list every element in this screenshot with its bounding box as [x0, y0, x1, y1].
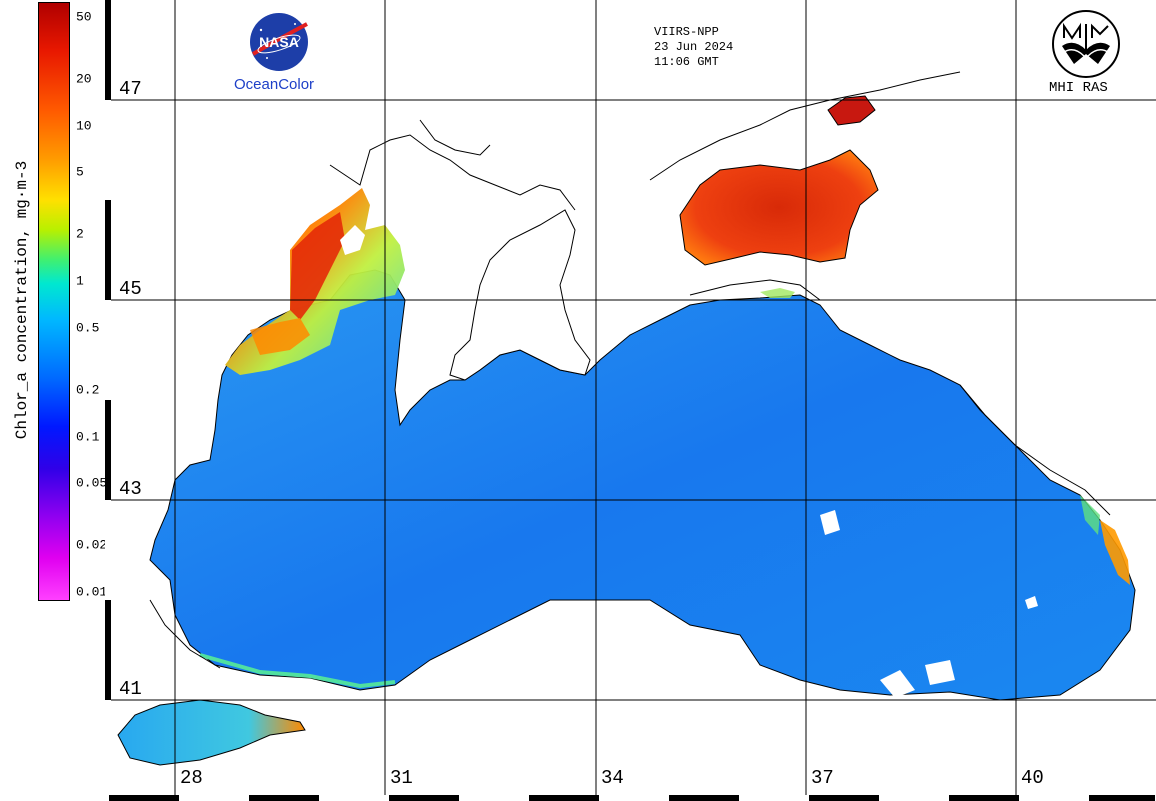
- dnieper-estuary: [419, 119, 491, 156]
- colorbar-tick-label: 50: [76, 9, 92, 25]
- colorbar-tick-label: 0.1: [76, 429, 100, 445]
- lat-label-43: 43: [117, 478, 144, 500]
- colorbar-tick-label: 0.5: [76, 320, 100, 336]
- mhi-ras-label: MHI RAS: [1049, 80, 1108, 96]
- cloud-east-4: [1025, 596, 1038, 609]
- lon-label-31: 31: [388, 767, 415, 789]
- svg-text:NASA: NASA: [259, 34, 299, 50]
- danube-high-chl: [290, 212, 345, 320]
- sea-of-azov: [679, 149, 879, 266]
- latitude-ruler: [105, 0, 111, 797]
- turkey-coastline: [149, 599, 221, 669]
- kerch-bloom: [760, 288, 795, 298]
- longitude-ruler: [109, 795, 1155, 801]
- colorbar-tick-label: 20: [76, 71, 92, 87]
- colorbar-tick-label: 5: [76, 164, 84, 180]
- ukraine-coastline: [329, 134, 576, 211]
- colorbar-tick-label: 0.2: [76, 382, 100, 398]
- colorbar-tick-label: 0.05: [76, 475, 108, 491]
- image-header: VIIRS-NPP 23 Jun 2024 11:06 GMT: [654, 25, 733, 70]
- crimea-land: [449, 209, 591, 381]
- oceancolor-label: OceanColor: [234, 76, 315, 93]
- graticule: [111, 0, 1156, 795]
- lon-label-28: 28: [178, 767, 205, 789]
- cloud-gap: [340, 225, 365, 255]
- cloud-east-3: [925, 660, 955, 685]
- danube-orange: [250, 318, 310, 355]
- lon-label-37: 37: [809, 767, 836, 789]
- acquisition-date: 23 Jun 2024: [654, 40, 734, 54]
- colorbar-title: Chlor_a concentration, mg·m-3: [13, 160, 31, 440]
- colorbar-tick-label: 0.02: [76, 537, 108, 553]
- sensor-name: VIIRS-NPP: [654, 25, 719, 39]
- colorbar-tick-label: 2: [76, 226, 84, 242]
- georgia-coast-bloom: [1100, 520, 1130, 585]
- georgia-coast-green: [1080, 495, 1100, 535]
- colorbar-tick-label: 10: [76, 118, 92, 134]
- lat-label-45: 45: [117, 278, 144, 300]
- south-coast-fringe: [199, 653, 396, 689]
- colorbar-tick-label: 1: [76, 273, 84, 289]
- acquisition-time: 11:06 GMT: [654, 55, 719, 69]
- azov-south-coast: [689, 279, 821, 301]
- lon-label-40: 40: [1019, 767, 1046, 789]
- colorbar-tick-label: 0.01: [76, 584, 108, 600]
- lat-label-41: 41: [117, 678, 144, 700]
- mhi-ras-logo: [1052, 10, 1120, 78]
- taganrog-bay: [827, 95, 876, 126]
- chlorophyll-map: [111, 0, 1156, 795]
- sea-of-marmara: [117, 699, 306, 766]
- caucasus-coastline: [959, 384, 1111, 516]
- lon-label-34: 34: [599, 767, 626, 789]
- cloud-east-1: [820, 510, 840, 535]
- azov-north-coast: [649, 71, 961, 181]
- cloud-east-2: [880, 670, 915, 698]
- colorbar: [38, 2, 70, 601]
- nasa-logo: NASA: [250, 13, 308, 71]
- lat-label-47: 47: [117, 78, 144, 100]
